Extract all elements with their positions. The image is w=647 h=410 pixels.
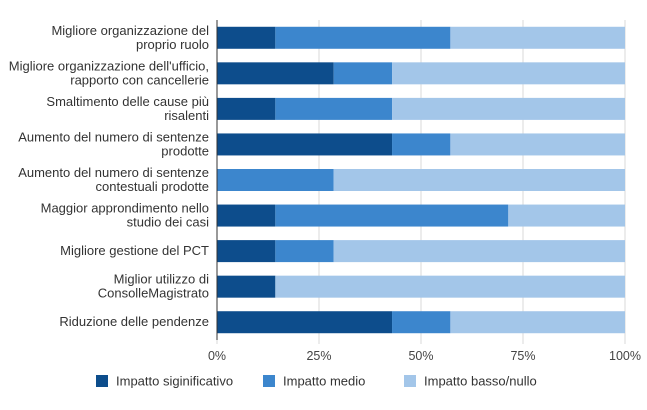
category-label: Aumento del numero di sentenze <box>18 129 209 144</box>
bar-segment <box>275 275 625 298</box>
bar-segment <box>333 169 625 191</box>
category-label: Migliore gestione del PCT <box>60 243 209 258</box>
category-label: Migliore organizzazione dell'ufficio, <box>9 58 209 73</box>
category-label: Migliore organizzazione del <box>51 23 209 38</box>
bar-segment <box>392 311 451 334</box>
x-tick-label: 0% <box>208 349 226 363</box>
category-label: rapporto con cancellerie <box>70 72 209 87</box>
bar-segment <box>333 240 625 263</box>
bar-segment <box>217 204 276 227</box>
category-label: risalenti <box>164 108 209 123</box>
legend-label: Impatto siginificativo <box>116 374 233 389</box>
legend-label: Impatto basso/nullo <box>424 374 537 389</box>
bar-segment <box>508 204 625 227</box>
bar-segment <box>450 26 625 49</box>
bar-segment <box>333 62 393 85</box>
category-label: Aumento del numero di sentenze <box>18 165 209 180</box>
bar-segment <box>275 240 334 263</box>
bar-segment <box>217 62 334 85</box>
category-label: prodotte <box>161 143 209 158</box>
bar-segment <box>392 133 451 156</box>
category-label: ConsolleMagistrato <box>98 286 209 301</box>
bar-segment <box>392 97 625 120</box>
bar-segment <box>217 169 334 191</box>
bar-segment <box>217 97 276 120</box>
bar-segment <box>392 62 625 85</box>
legend-label: Impatto medio <box>283 374 365 389</box>
category-label: studio dei casi <box>127 215 209 230</box>
legend-swatch <box>404 375 416 387</box>
bar-segment <box>450 311 625 334</box>
legend-swatch <box>263 375 275 387</box>
bar-segment <box>217 26 276 49</box>
x-tick-label: 50% <box>408 349 433 363</box>
category-label: Smaltimento delle cause più <box>46 94 209 109</box>
legend-swatch <box>96 375 108 387</box>
bar-segment <box>275 26 451 49</box>
bar-segment <box>217 240 276 263</box>
bar-segment <box>275 97 393 120</box>
bar-segment <box>217 275 276 298</box>
x-tick-label: 100% <box>609 349 641 363</box>
x-tick-label: 75% <box>510 349 535 363</box>
bar-segment <box>217 133 393 156</box>
bar-segment <box>450 133 625 156</box>
bar-segment <box>217 311 393 334</box>
x-tick-label: 25% <box>306 349 331 363</box>
category-label: Miglior utilizzo di <box>114 272 209 287</box>
category-label: Maggior approndimento nello <box>41 201 209 216</box>
bar-segment <box>275 204 509 227</box>
category-label: Riduzione delle pendenze <box>59 314 209 329</box>
category-label: proprio ruolo <box>136 37 209 52</box>
category-label: contestuali prodotte <box>96 179 209 194</box>
